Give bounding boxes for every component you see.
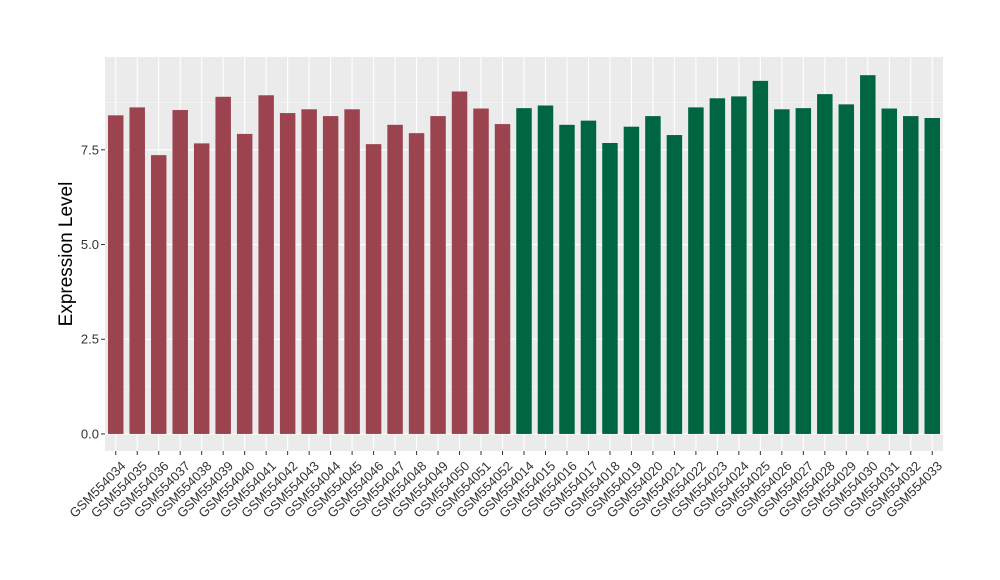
- bar-GSM554052: [494, 124, 511, 434]
- bar-GSM554045: [344, 109, 360, 434]
- bar-GSM554023: [709, 98, 726, 434]
- bar-GSM554038: [193, 143, 210, 434]
- bar-GSM554014: [516, 108, 532, 434]
- bar-GSM554041: [258, 95, 274, 434]
- bar-GSM554022: [688, 107, 704, 434]
- x-axis: GSM554034GSM554035GSM554036GSM554037GSM5…: [66, 451, 945, 521]
- bar-GSM554036: [150, 155, 167, 434]
- bar-GSM554032: [903, 116, 919, 434]
- bar-GSM554051: [473, 108, 489, 434]
- bar-GSM554040: [236, 133, 253, 434]
- y-axis: 0.0 2.5 5.0 7.5: [81, 142, 105, 441]
- bar-GSM554049: [430, 116, 446, 434]
- bar-GSM554027: [795, 108, 812, 434]
- bar-GSM554030: [860, 75, 876, 434]
- bar-GSM554044: [322, 116, 339, 434]
- bar-GSM554034: [108, 115, 124, 434]
- bar-GSM554025: [752, 80, 769, 434]
- y-tick-label: 7.5: [81, 142, 99, 157]
- bar-GSM554035: [129, 107, 145, 434]
- bar-GSM554018: [602, 142, 618, 434]
- y-tick-label: 5.0: [81, 237, 99, 252]
- bar-GSM554019: [623, 126, 640, 434]
- bar-GSM554043: [301, 109, 317, 434]
- bar-GSM554047: [387, 124, 403, 434]
- bar-GSM554024: [731, 96, 747, 434]
- bar-GSM554031: [881, 108, 898, 434]
- bar-GSM554037: [172, 110, 188, 434]
- bar-GSM554039: [215, 96, 231, 434]
- bar-GSM554028: [817, 94, 833, 434]
- bar-GSM554020: [645, 116, 661, 434]
- y-axis-title: Expression Level: [56, 182, 77, 327]
- y-tick-label: 2.5: [81, 332, 99, 347]
- bar-GSM554029: [838, 104, 855, 434]
- bar-GSM554015: [537, 105, 554, 434]
- bar-GSM554033: [924, 117, 940, 434]
- bars: [108, 75, 940, 434]
- bar-GSM554046: [365, 144, 382, 434]
- bar-GSM554016: [559, 124, 575, 434]
- bar-GSM554017: [580, 120, 597, 434]
- bar-GSM554026: [774, 109, 790, 434]
- bar-GSM554048: [408, 133, 425, 434]
- bar-GSM554042: [279, 113, 296, 434]
- bar-GSM554050: [451, 91, 468, 434]
- bar-GSM554021: [666, 135, 683, 434]
- y-tick-label: 0.0: [81, 426, 99, 441]
